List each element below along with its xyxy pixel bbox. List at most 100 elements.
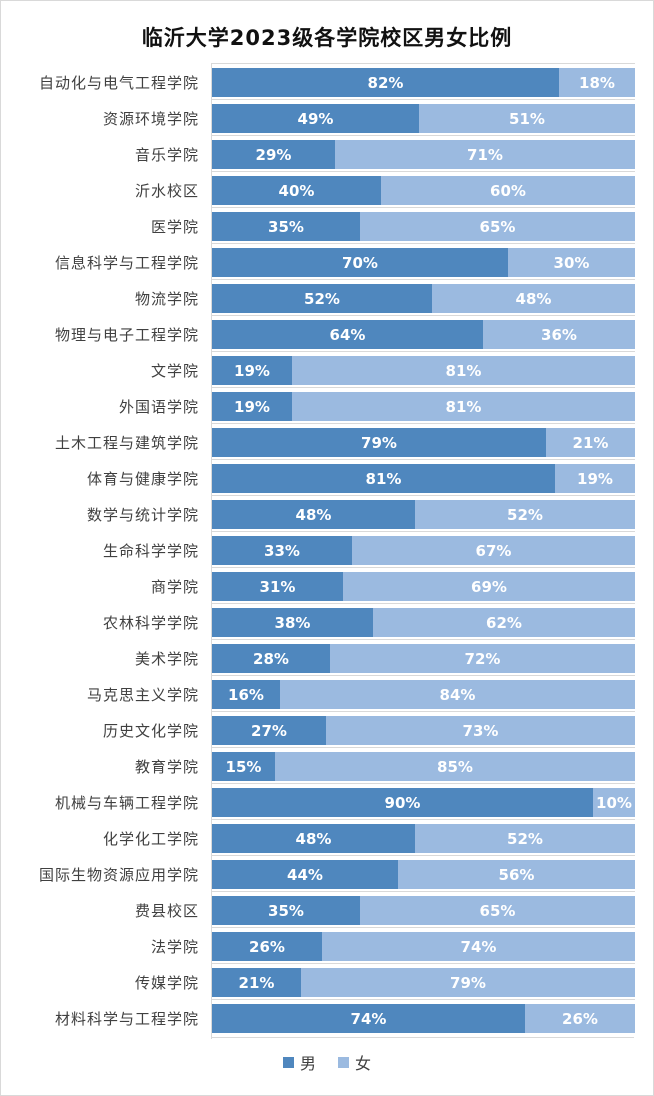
- gridline: [212, 459, 635, 460]
- gridline: [212, 387, 635, 388]
- data-label: 74%: [350, 1009, 387, 1028]
- data-label: 56%: [498, 865, 535, 884]
- data-label: 19%: [234, 361, 270, 380]
- data-label: 35%: [268, 217, 304, 236]
- data-label: 64%: [329, 325, 366, 344]
- bar-segment-male: 90%: [212, 788, 593, 817]
- gridline: [212, 963, 635, 964]
- data-label: 52%: [507, 829, 543, 848]
- data-label: 90%: [384, 793, 421, 812]
- data-label: 60%: [490, 181, 526, 200]
- data-label: 21%: [238, 973, 275, 992]
- bar-row: 35% 65%: [212, 891, 635, 927]
- gridline: [212, 999, 635, 1000]
- bar-segment-male: 35%: [212, 212, 360, 241]
- bar-row: 27% 73%: [212, 711, 635, 747]
- gridline: [212, 315, 635, 316]
- bar-segment-male: 74%: [212, 1004, 525, 1033]
- bar-segment-female: 56%: [398, 860, 635, 889]
- data-label: 71%: [467, 145, 503, 164]
- data-label: 29%: [255, 145, 292, 164]
- gridline: [212, 891, 635, 892]
- data-label: 70%: [342, 253, 378, 272]
- data-label: 38%: [274, 613, 311, 632]
- data-label: 31%: [259, 577, 296, 596]
- bar-segment-female: 81%: [292, 392, 635, 421]
- category-label: 美术学院: [134, 650, 199, 668]
- bar-segment-male: 19%: [212, 356, 292, 385]
- data-label: 26%: [562, 1009, 598, 1028]
- bar-segment-male: 44%: [212, 860, 398, 889]
- bar-segment-female: 85%: [275, 752, 635, 781]
- category-label: 农林科学学院: [102, 614, 199, 632]
- data-label: 19%: [577, 469, 613, 488]
- bar-row: 48% 52%: [212, 495, 635, 531]
- bar-segment-male: 49%: [212, 104, 419, 133]
- data-label: 62%: [486, 613, 522, 632]
- data-label: 30%: [553, 253, 590, 272]
- data-label: 27%: [251, 721, 287, 740]
- gridline: [212, 855, 635, 856]
- data-label: 74%: [460, 937, 497, 956]
- bar-row: 74% 26%: [212, 999, 635, 1035]
- bar-segment-female: 67%: [352, 536, 635, 565]
- bar-segment-female: 74%: [322, 932, 635, 961]
- data-label: 81%: [445, 361, 482, 380]
- gridline: [212, 243, 635, 244]
- gridline: [212, 567, 635, 568]
- category-label: 传媒学院: [134, 974, 199, 992]
- bar-row: 26% 74%: [212, 927, 635, 963]
- bar-row: 29% 71%: [212, 135, 635, 171]
- category-label: 国际生物资源应用学院: [38, 866, 199, 884]
- gridline: [212, 63, 635, 64]
- bar-row: 79% 21%: [212, 423, 635, 459]
- data-label: 48%: [295, 505, 332, 524]
- category-label: 费县校区: [134, 902, 199, 920]
- bar-row: 49% 51%: [212, 99, 635, 135]
- bar-row: 52% 48%: [212, 279, 635, 315]
- chart-title: 临沂大学2023级各学院校区男女比例: [141, 26, 513, 50]
- gridline: [212, 495, 635, 496]
- data-label: 82%: [367, 73, 404, 92]
- bar-segment-female: 36%: [483, 320, 635, 349]
- bar-row: 44% 56%: [212, 855, 635, 891]
- bar-segment-male: 35%: [212, 896, 360, 925]
- data-label: 48%: [515, 289, 552, 308]
- bar-row: 70% 30%: [212, 243, 635, 279]
- data-label: 21%: [572, 433, 609, 452]
- gridline: [212, 279, 635, 280]
- bar-row: 38% 62%: [212, 603, 635, 639]
- bar-segment-male: 16%: [212, 680, 280, 709]
- bar-segment-male: 48%: [212, 824, 415, 853]
- gridline: [212, 819, 635, 820]
- bar-segment-male: 48%: [212, 500, 415, 529]
- data-label: 18%: [579, 73, 615, 92]
- bar-segment-female: 65%: [360, 212, 635, 241]
- bar-segment-female: 84%: [280, 680, 635, 709]
- bar-segment-female: 81%: [292, 356, 635, 385]
- category-label: 外国语学院: [118, 398, 199, 416]
- bar-segment-male: 79%: [212, 428, 546, 457]
- category-label: 法学院: [150, 938, 199, 956]
- bar-segment-female: 30%: [508, 248, 635, 277]
- data-label: 73%: [462, 721, 499, 740]
- bar-segment-female: 69%: [343, 572, 635, 601]
- bar-segment-male: 19%: [212, 392, 292, 421]
- bar-segment-female: 51%: [419, 104, 635, 133]
- bar-segment-male: 26%: [212, 932, 322, 961]
- bar-segment-male: 40%: [212, 176, 381, 205]
- gridline: [212, 603, 635, 604]
- category-label: 土木工程与建筑学院: [54, 434, 199, 452]
- bar-segment-male: 33%: [212, 536, 352, 565]
- bar-row: 40% 60%: [212, 171, 635, 207]
- data-label: 40%: [278, 181, 315, 200]
- category-label: 物理与电子工程学院: [54, 326, 199, 344]
- category-label: 机械与车辆工程学院: [54, 794, 199, 812]
- gridline: [212, 207, 635, 208]
- bar-row: 21% 79%: [212, 963, 635, 999]
- data-label: 65%: [479, 901, 516, 920]
- bar-row: 16% 84%: [212, 675, 635, 711]
- bar-segment-female: 65%: [360, 896, 635, 925]
- data-label: 48%: [295, 829, 332, 848]
- data-label: 84%: [439, 685, 476, 704]
